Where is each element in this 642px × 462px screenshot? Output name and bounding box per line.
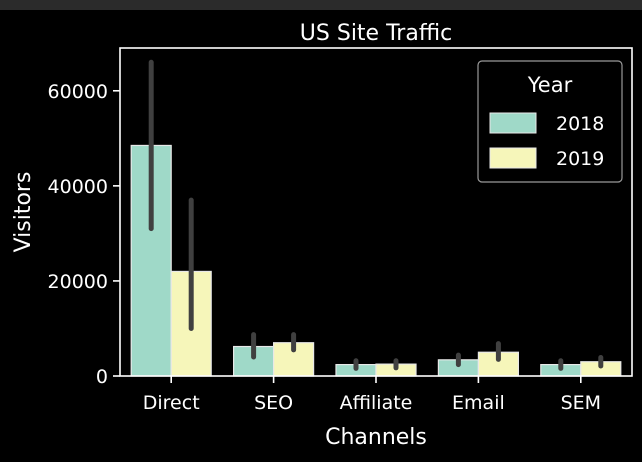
y-tick-label: 60000 (48, 81, 108, 103)
y-tick-label: 20000 (48, 271, 108, 293)
x-tick-label: Email (452, 392, 505, 414)
y-tick-label: 40000 (48, 176, 108, 198)
legend-label-2019: 2019 (556, 148, 604, 170)
legend-swatch-2019 (489, 147, 537, 169)
bar-chart: US Site Traffic Visitors Channels 0 20000 400… (11, 21, 633, 450)
legend-swatch-2018 (489, 112, 537, 134)
x-axis-label: Channels (325, 425, 427, 450)
y-axis-label: Visitors (11, 172, 36, 253)
y-tick-label: 0 (96, 366, 108, 388)
x-tick-label: Direct (143, 392, 200, 414)
legend-title: Year (527, 73, 573, 97)
plot-frame (119, 47, 633, 377)
x-tick-label: SEO (254, 392, 293, 414)
x-tick-label: Affiliate (340, 392, 413, 414)
legend-label-2018: 2018 (556, 113, 604, 135)
chart-canvas: US Site Traffic Visitors Channels 0 20000 400… (0, 10, 642, 462)
x-tick-label: SEM (561, 392, 601, 414)
chart-title: US Site Traffic (300, 21, 452, 46)
